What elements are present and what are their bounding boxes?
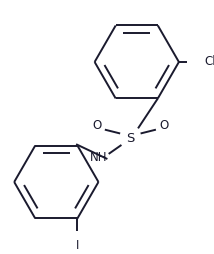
Text: S: S [126, 132, 135, 145]
Text: O: O [93, 119, 102, 132]
Text: Cl: Cl [204, 55, 214, 69]
Text: I: I [76, 239, 79, 252]
Text: O: O [159, 119, 168, 132]
Text: NH: NH [90, 151, 107, 164]
